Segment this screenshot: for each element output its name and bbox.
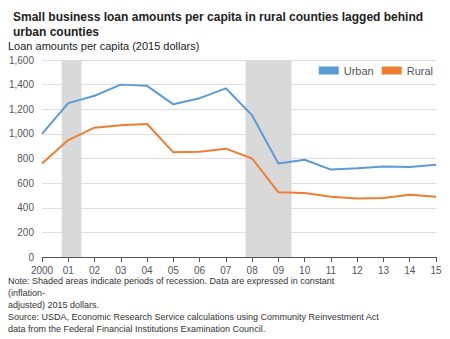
svg-text:2000: 2000 [31, 265, 54, 276]
svg-text:Loan amounts per capita (2015: Loan amounts per capita (2015 dollars) [8, 40, 199, 52]
svg-text:200: 200 [17, 227, 34, 238]
svg-text:02: 02 [89, 265, 101, 276]
svg-text:1,400: 1,400 [9, 79, 34, 90]
svg-text:Source: USDA, Economic Researc: Source: USDA, Economic Research Service … [8, 312, 379, 322]
svg-text:400: 400 [17, 202, 34, 213]
svg-text:05: 05 [168, 265, 180, 276]
svg-text:13: 13 [378, 265, 390, 276]
svg-text:Urban: Urban [344, 65, 374, 77]
svg-text:Rural: Rural [407, 65, 433, 77]
svg-text:12: 12 [352, 265, 364, 276]
svg-text:1,000: 1,000 [9, 128, 34, 139]
svg-text:03: 03 [115, 265, 127, 276]
svg-text:14: 14 [404, 265, 416, 276]
svg-text:Note: Shaded areas indicate pe: Note: Shaded areas indicate periods of r… [8, 276, 337, 286]
svg-text:11: 11 [326, 265, 337, 276]
svg-text:10: 10 [299, 265, 311, 276]
svg-text:600: 600 [17, 178, 34, 189]
svg-text:15: 15 [430, 265, 442, 276]
svg-text:800: 800 [17, 153, 34, 164]
svg-text:01: 01 [63, 265, 75, 276]
svg-text:04: 04 [142, 265, 154, 276]
svg-text:07: 07 [220, 265, 232, 276]
svg-text:1,200: 1,200 [9, 104, 34, 115]
svg-text:Small business loan amounts pe: Small business loan amounts per capita i… [13, 10, 426, 24]
svg-text:06: 06 [194, 265, 206, 276]
svg-text:adjusted) 2015 dollars.: adjusted) 2015 dollars. [8, 300, 99, 310]
svg-text:1,600: 1,600 [9, 55, 34, 66]
svg-text:08: 08 [247, 265, 259, 276]
svg-text:09: 09 [273, 265, 285, 276]
svg-text:(inflation-: (inflation- [8, 288, 45, 298]
svg-text:0: 0 [28, 252, 34, 263]
svg-text:data from the Federal Financia: data from the Federal Financial Institut… [8, 324, 265, 334]
svg-text:urban counties: urban counties [13, 25, 99, 39]
